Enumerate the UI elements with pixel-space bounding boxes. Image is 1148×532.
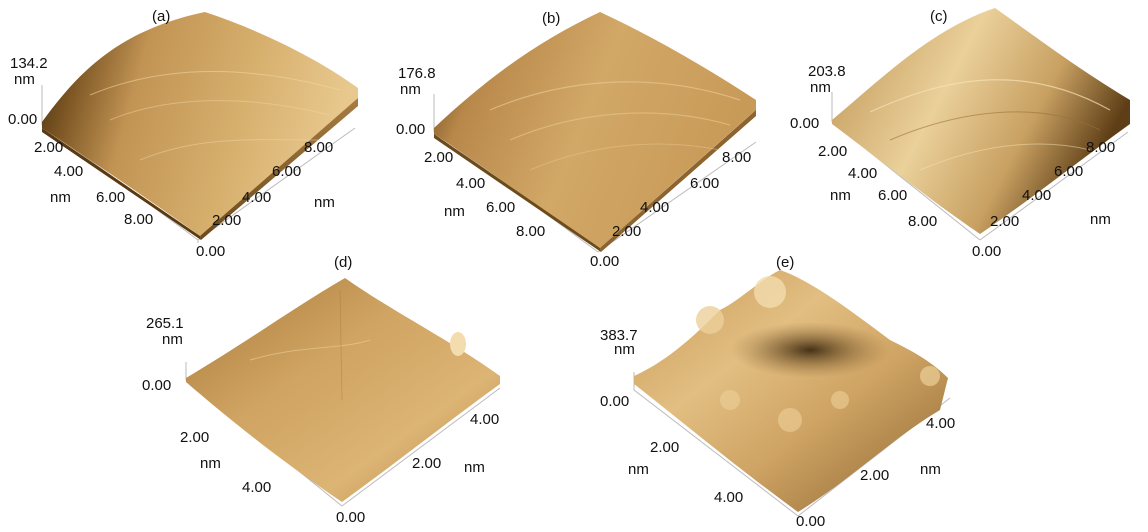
x-tick-b-1: 2.00 <box>612 223 642 240</box>
z-unit-label-d: nm <box>162 331 183 348</box>
origin-b: 0.00 <box>590 253 620 270</box>
z-unit-label-c: nm <box>810 79 831 96</box>
x-tick-e-2: 4.00 <box>926 415 956 432</box>
origin-d: 0.00 <box>336 509 366 526</box>
afm-surface-b <box>433 12 757 253</box>
z-max-label-a: 134.2 <box>10 55 48 72</box>
y-tick-c-1: 2.00 <box>818 143 848 160</box>
z-min-label-e: 0.00 <box>600 393 630 410</box>
y-unit-a: nm <box>50 189 71 206</box>
x-tick-d-2: 4.00 <box>470 411 500 428</box>
x-unit-a: nm <box>314 194 335 211</box>
y-tick-c-3: 6.00 <box>878 187 908 204</box>
origin-a: 0.00 <box>196 243 226 260</box>
z-max-label-e: 383.7 <box>600 327 638 344</box>
z-min-label-a: 0.00 <box>8 111 38 128</box>
panel-label-c: (c) <box>930 8 948 25</box>
y-tick-a-2: 4.00 <box>54 163 84 180</box>
x-unit-e: nm <box>920 461 941 478</box>
x-tick-c-3: 6.00 <box>1054 163 1084 180</box>
x-unit-d: nm <box>464 459 485 476</box>
afm-panel-e: (e) 383.7 nm 0.00 2.00 nm 4.00 0.00 2.00… <box>570 250 990 532</box>
panel-label-e: (e) <box>776 254 795 271</box>
x-tick-d-1: 2.00 <box>412 455 442 472</box>
afm-panel-c: (c) 203.8 nm 0.00 2.00 4.00 nm 6.00 8.00… <box>780 0 1148 270</box>
z-max-label-c: 203.8 <box>808 63 846 80</box>
y-tick-d-1: 2.00 <box>180 429 210 446</box>
y-tick-e-2: 4.00 <box>714 489 744 506</box>
x-tick-a-2: 4.00 <box>242 189 272 206</box>
afm-panel-b: (b) 176.8 nm 0.00 2.00 4.00 nm 6.00 8.00… <box>390 0 770 275</box>
panel-label-b: (b) <box>542 10 561 27</box>
x-tick-a-1: 2.00 <box>212 212 242 229</box>
x-tick-b-4: 8.00 <box>722 149 752 166</box>
x-tick-c-4: 8.00 <box>1086 139 1116 156</box>
y-tick-a-1: 2.00 <box>34 139 64 156</box>
y-tick-b-4: 8.00 <box>516 223 546 240</box>
afm-panel-a: (a) 134.2 nm 0.00 2.00 4.00 nm 6.00 8.00… <box>0 0 380 270</box>
x-tick-a-3: 6.00 <box>272 163 302 180</box>
x-tick-b-2: 4.00 <box>640 199 670 216</box>
z-max-label-b: 176.8 <box>398 65 436 82</box>
afm-surface-a <box>41 12 358 243</box>
origin-e: 0.00 <box>796 513 826 530</box>
x-tick-c-2: 4.00 <box>1022 187 1052 204</box>
y-tick-b-1: 2.00 <box>424 149 454 166</box>
z-unit-label-b: nm <box>400 81 421 98</box>
x-tick-a-4: 8.00 <box>304 139 334 156</box>
x-tick-c-1: 2.00 <box>990 213 1020 230</box>
z-min-label-c: 0.00 <box>790 115 820 132</box>
afm-surface-e <box>633 270 951 517</box>
origin-c: 0.00 <box>972 243 1002 260</box>
y-tick-c-4: 8.00 <box>908 213 938 230</box>
z-max-label-d: 265.1 <box>146 315 184 332</box>
afm-panel-d: (d) 265.1 nm 0.00 2.00 nm 4.00 0.00 2.00… <box>130 250 530 532</box>
panel-label-d: (d) <box>334 254 353 271</box>
z-min-label-b: 0.00 <box>396 121 426 138</box>
y-tick-a-3: 6.00 <box>96 189 126 206</box>
panel-label-a: (a) <box>152 8 171 25</box>
afm-surface-c <box>831 8 1130 241</box>
y-tick-e-1: 2.00 <box>650 439 680 456</box>
z-unit-label-e: nm <box>614 341 635 358</box>
y-tick-b-3: 6.00 <box>486 199 516 216</box>
x-unit-c: nm <box>1090 211 1111 228</box>
x-tick-e-1: 2.00 <box>860 467 890 484</box>
z-min-label-d: 0.00 <box>142 377 172 394</box>
z-unit-label-a: nm <box>14 71 35 88</box>
y-unit-c: nm <box>830 187 851 204</box>
y-tick-c-2: 4.00 <box>848 165 878 182</box>
y-unit-e: nm <box>628 461 649 478</box>
x-tick-b-3: 6.00 <box>690 175 720 192</box>
y-unit-d: nm <box>200 455 221 472</box>
afm-surface-d <box>185 278 501 507</box>
y-tick-b-2: 4.00 <box>456 175 486 192</box>
y-tick-d-2: 4.00 <box>242 479 272 496</box>
y-unit-b: nm <box>444 203 465 220</box>
y-tick-a-4: 8.00 <box>124 211 154 228</box>
